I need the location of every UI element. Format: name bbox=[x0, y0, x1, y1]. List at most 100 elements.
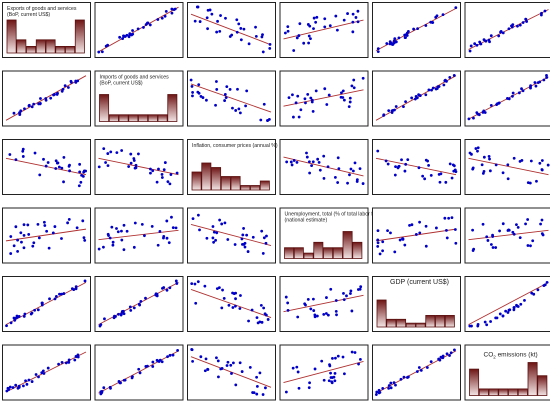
data-point bbox=[154, 292, 158, 296]
data-point bbox=[21, 155, 25, 158]
data-point bbox=[234, 297, 237, 301]
data-point bbox=[265, 234, 268, 238]
data-point bbox=[286, 308, 290, 312]
data-point bbox=[239, 38, 243, 42]
data-point bbox=[481, 222, 485, 226]
data-point bbox=[226, 238, 230, 241]
data-point bbox=[347, 105, 351, 109]
data-point bbox=[526, 181, 530, 185]
scatter-panel-1-5 bbox=[464, 70, 550, 127]
histogram-bar bbox=[118, 114, 129, 122]
data-point bbox=[377, 388, 381, 392]
histogram-bar bbox=[415, 322, 426, 328]
data-point bbox=[157, 167, 160, 171]
data-point bbox=[247, 319, 250, 323]
data-point bbox=[137, 152, 140, 156]
data-point bbox=[401, 237, 405, 241]
data-point bbox=[138, 303, 142, 307]
data-point bbox=[406, 376, 409, 379]
data-point bbox=[255, 384, 259, 388]
data-point bbox=[482, 170, 486, 173]
data-point bbox=[404, 162, 408, 166]
data-point bbox=[76, 355, 80, 359]
data-point bbox=[346, 181, 349, 185]
data-point bbox=[237, 22, 241, 26]
data-point bbox=[470, 324, 473, 328]
fit-line bbox=[190, 223, 272, 247]
data-point bbox=[516, 24, 519, 28]
data-point bbox=[196, 213, 200, 217]
data-point bbox=[312, 27, 315, 30]
data-point bbox=[425, 366, 429, 369]
data-point bbox=[212, 240, 215, 244]
data-point bbox=[410, 96, 414, 100]
data-point bbox=[44, 98, 48, 102]
data-point bbox=[223, 99, 227, 102]
data-point bbox=[441, 13, 445, 17]
data-point bbox=[198, 228, 201, 232]
data-point bbox=[543, 283, 547, 287]
scatter-panel-4-3 bbox=[279, 276, 369, 332]
data-point bbox=[75, 226, 79, 230]
data-point bbox=[353, 351, 357, 354]
data-point bbox=[323, 87, 327, 91]
data-point bbox=[511, 91, 515, 95]
data-point bbox=[231, 361, 235, 365]
data-point bbox=[234, 383, 238, 387]
diagonal-panel-4-4: GDP (current US$) bbox=[372, 276, 461, 332]
data-point bbox=[306, 92, 310, 96]
data-point bbox=[103, 317, 106, 321]
data-point bbox=[175, 282, 179, 285]
data-point bbox=[157, 360, 161, 363]
data-point bbox=[74, 80, 78, 84]
data-point bbox=[235, 18, 239, 22]
data-point bbox=[117, 312, 120, 316]
data-point bbox=[215, 30, 219, 34]
data-point bbox=[221, 288, 224, 292]
scatter-panel-0-3 bbox=[279, 2, 369, 58]
data-point bbox=[68, 169, 71, 173]
data-point bbox=[53, 225, 57, 228]
data-point bbox=[512, 306, 516, 309]
data-point bbox=[60, 237, 63, 240]
data-point bbox=[254, 25, 257, 29]
fit-line bbox=[5, 228, 87, 242]
data-point bbox=[33, 308, 37, 312]
data-point bbox=[97, 247, 101, 251]
data-point bbox=[520, 159, 524, 162]
data-point bbox=[216, 19, 219, 23]
data-point bbox=[476, 112, 480, 116]
data-point bbox=[517, 91, 521, 95]
data-point bbox=[304, 303, 307, 307]
data-point bbox=[228, 87, 232, 91]
data-point bbox=[290, 163, 294, 167]
data-point bbox=[442, 83, 446, 87]
data-point bbox=[307, 160, 311, 164]
data-point bbox=[160, 16, 164, 20]
data-point bbox=[151, 169, 155, 173]
data-point bbox=[474, 147, 478, 150]
data-point bbox=[36, 308, 40, 312]
data-point bbox=[438, 180, 442, 184]
data-point bbox=[112, 316, 116, 320]
data-point bbox=[26, 223, 30, 227]
data-point bbox=[512, 308, 516, 312]
data-point bbox=[151, 365, 155, 368]
data-point bbox=[545, 74, 548, 77]
data-point bbox=[303, 97, 307, 101]
data-point bbox=[472, 116, 475, 120]
data-point bbox=[342, 18, 346, 22]
data-point bbox=[45, 229, 49, 233]
data-point bbox=[295, 365, 299, 369]
data-point bbox=[110, 225, 114, 229]
data-point bbox=[525, 20, 529, 23]
data-point bbox=[497, 101, 501, 105]
data-point bbox=[297, 386, 301, 390]
data-point bbox=[230, 372, 233, 375]
data-point bbox=[521, 21, 525, 24]
data-point bbox=[421, 174, 425, 178]
data-point bbox=[352, 78, 356, 82]
data-point bbox=[361, 76, 365, 80]
data-point bbox=[431, 21, 435, 24]
